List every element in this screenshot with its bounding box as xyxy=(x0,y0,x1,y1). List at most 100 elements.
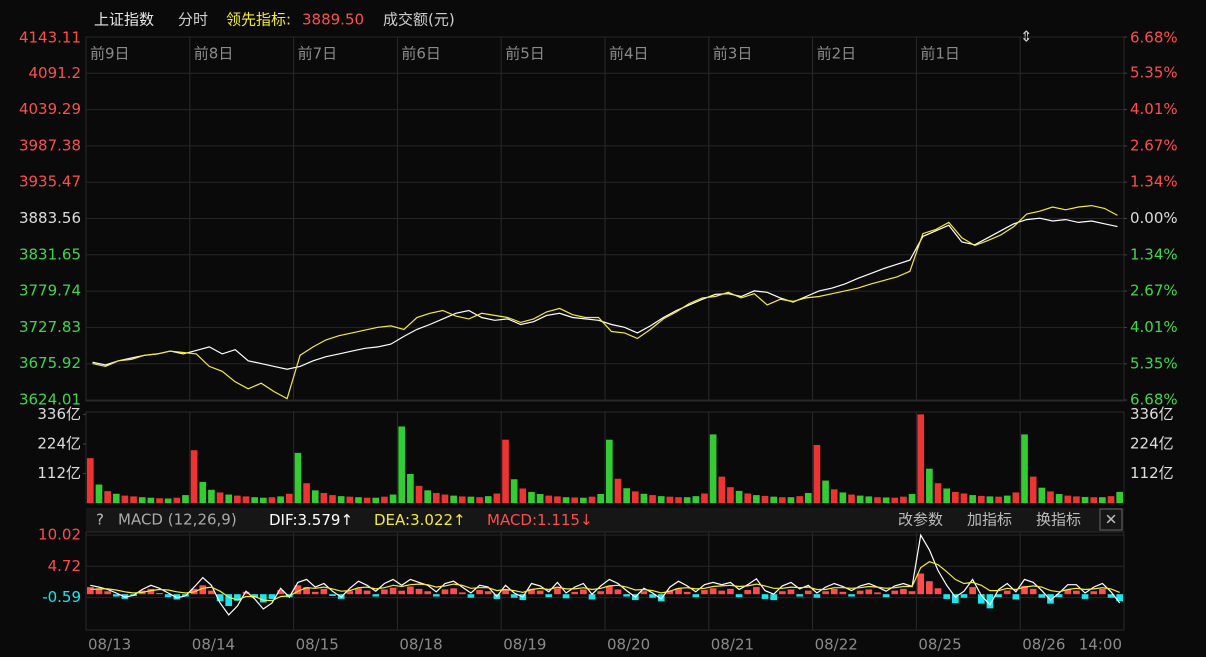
volume-bar xyxy=(87,458,94,503)
volume-bar xyxy=(199,481,207,503)
macd-bar xyxy=(260,594,267,603)
macd-bar xyxy=(657,594,665,602)
macd-bar xyxy=(796,594,803,597)
volume-bar xyxy=(112,493,120,503)
volume-bar xyxy=(1029,476,1037,503)
volume-bar xyxy=(1038,487,1046,503)
macd-bar xyxy=(1012,594,1020,600)
volume-bar xyxy=(675,497,682,503)
volume-bar xyxy=(960,493,968,503)
macd-title: MACD (12,26,9) xyxy=(118,511,237,529)
volume-bar xyxy=(839,492,847,503)
macd-bar xyxy=(753,587,760,595)
macd-bar xyxy=(995,594,1002,598)
dif-value-part: 3.579 xyxy=(298,511,341,529)
macd-bar xyxy=(95,589,103,595)
macd-bar xyxy=(372,594,380,597)
macd-bar xyxy=(502,589,509,595)
y-tick-label: 3935.47 xyxy=(19,173,81,191)
macd-bar xyxy=(882,594,890,598)
macd-bar xyxy=(839,591,847,595)
volume-bar xyxy=(260,497,267,503)
macd-value-part: 1.115 xyxy=(537,511,580,529)
x-tick-label: 08/25 xyxy=(918,636,961,654)
macd-bar xyxy=(666,590,674,595)
volume-bar xyxy=(216,492,224,503)
x-tick-label: 08/22 xyxy=(815,636,858,654)
macd-bar xyxy=(1081,594,1089,599)
macd-bar xyxy=(874,592,881,595)
macd-bar xyxy=(1038,594,1046,598)
macd-bar xyxy=(744,590,752,595)
x-tick-label: 08/19 xyxy=(503,636,546,654)
macd-bar xyxy=(173,594,181,600)
volume-bar xyxy=(121,495,129,503)
macd-bar xyxy=(952,594,959,604)
volume-bar xyxy=(744,493,752,503)
volume-bar xyxy=(407,473,414,503)
volume-bar xyxy=(303,483,310,503)
macd-bar xyxy=(407,586,414,595)
volume-bar xyxy=(597,494,604,503)
y-tick-label: 336亿 xyxy=(37,405,81,423)
y2-tick-label: 5.35% xyxy=(1130,354,1178,372)
volume-bar xyxy=(657,496,665,503)
macd-bar xyxy=(1029,588,1037,595)
y2-tick-label: 1.34% xyxy=(1130,173,1178,191)
close-button[interactable]: ✕ xyxy=(1105,511,1118,529)
macd-bar xyxy=(311,591,319,595)
volume-bar xyxy=(718,476,726,503)
macd-bar xyxy=(718,590,726,595)
volume-bar xyxy=(450,495,457,503)
macd-bar xyxy=(640,591,648,595)
day-label: 前2日 xyxy=(817,45,857,63)
macd-bar xyxy=(761,594,769,599)
volume-bar xyxy=(735,490,743,503)
macd-bar xyxy=(1099,588,1106,595)
y-tick-label: 4039.29 xyxy=(19,100,81,118)
macd-bar xyxy=(484,591,492,595)
macd-bar xyxy=(234,594,241,601)
day-label: 前8日 xyxy=(194,45,234,63)
close-box[interactable] xyxy=(1099,508,1123,531)
volume-bar xyxy=(329,495,336,503)
volume-bar xyxy=(1064,495,1072,503)
y-tick-label: 3727.83 xyxy=(19,318,81,336)
volume-bar xyxy=(588,496,596,503)
volume-bar xyxy=(848,494,855,503)
y-tick-label: -0.59 xyxy=(42,588,81,606)
macd-bar xyxy=(208,590,215,595)
help-button[interactable]: ? xyxy=(96,511,104,529)
volume-bar xyxy=(753,495,760,503)
toolbar-button[interactable]: 改参数 xyxy=(898,511,943,529)
volume-bar xyxy=(337,496,345,503)
macd-bar xyxy=(355,588,362,595)
y2-tick-label: 2.67% xyxy=(1130,136,1178,154)
volume-bar xyxy=(398,426,406,503)
volume-bar xyxy=(969,495,976,503)
x-tick-label: 08/15 xyxy=(296,636,339,654)
macd-bar xyxy=(545,594,553,598)
toolbar-button[interactable]: 加指标 xyxy=(967,511,1012,529)
x-tick-label: 08/14 xyxy=(192,636,235,654)
volume-bar xyxy=(900,496,907,503)
macd-bar xyxy=(458,592,466,595)
macd-bar xyxy=(528,588,535,595)
macd-bar xyxy=(856,590,864,595)
volume-bar xyxy=(363,497,371,503)
macd-bar xyxy=(813,594,821,598)
macd-bar xyxy=(926,581,933,595)
volume-bar xyxy=(458,496,466,503)
volume-bar xyxy=(934,483,942,503)
macd-bar xyxy=(588,594,596,600)
macd-bar xyxy=(1116,594,1123,602)
day-label: 前6日 xyxy=(401,45,441,63)
volume-bar xyxy=(856,495,864,503)
toolbar-button[interactable]: 换指标 xyxy=(1036,511,1081,529)
volume-bar xyxy=(666,496,674,503)
macd-bar xyxy=(701,590,708,595)
day-label: 前5日 xyxy=(505,45,545,63)
volume-bar xyxy=(554,496,561,503)
volume-bar xyxy=(285,493,293,503)
